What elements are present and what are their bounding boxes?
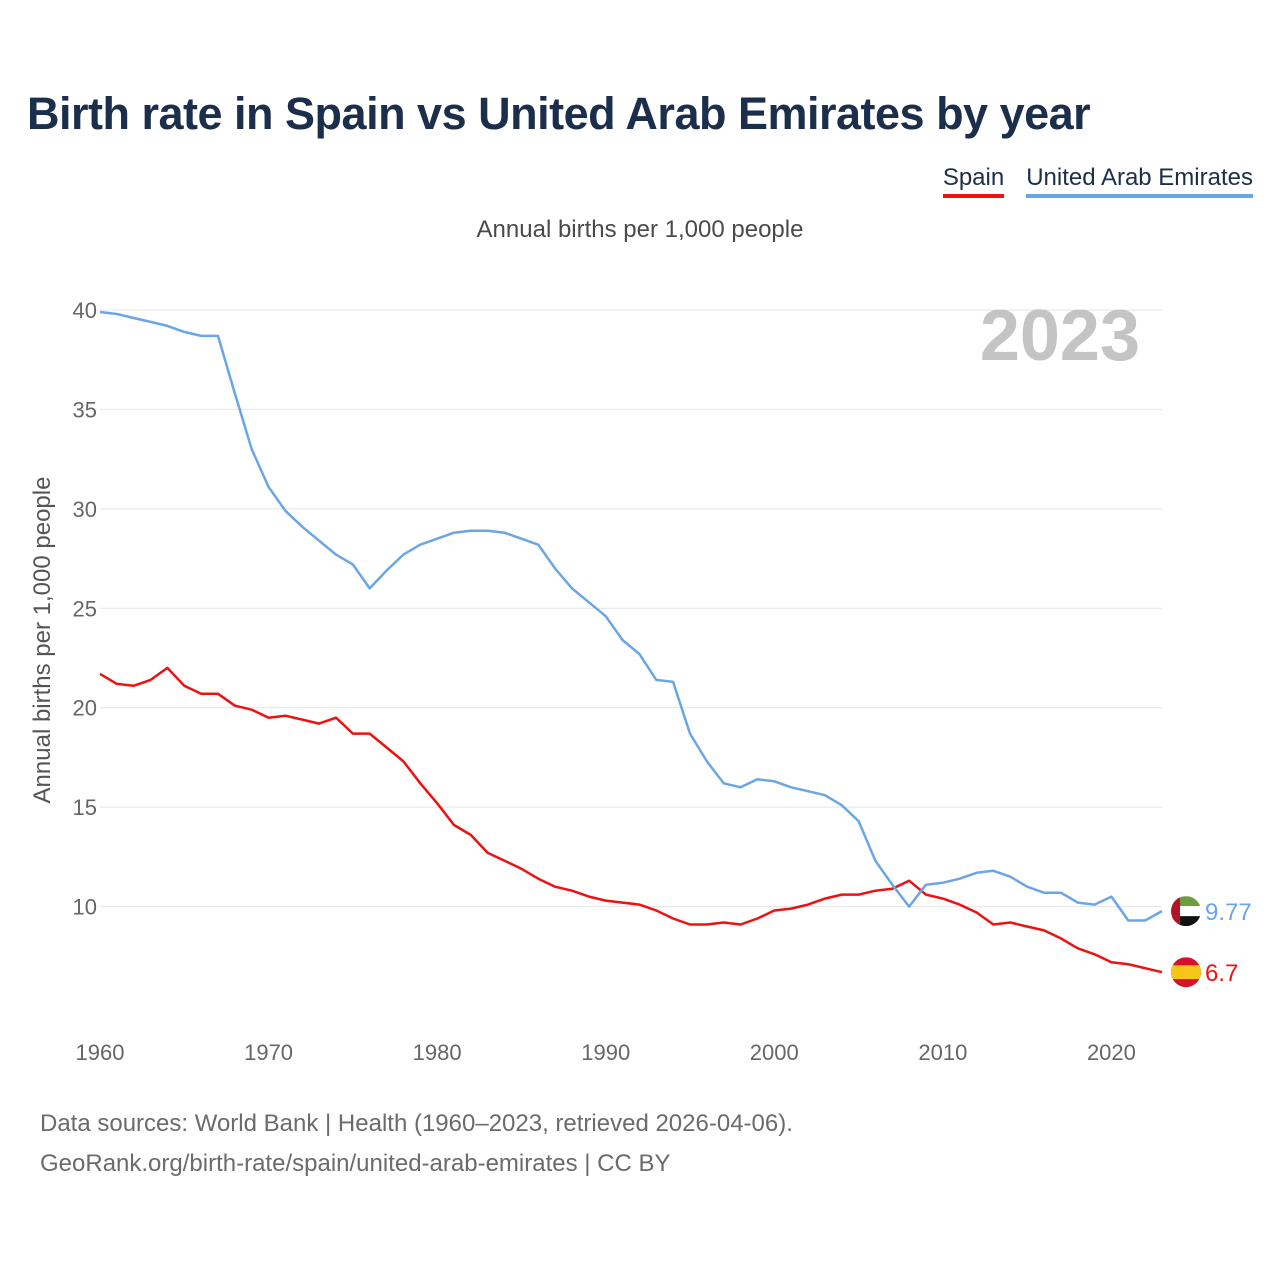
x-tick-label: 1960: [76, 1040, 125, 1065]
x-tick-label: 1990: [581, 1040, 630, 1065]
footer: Data sources: World Bank | Health (1960–…: [40, 1104, 793, 1184]
x-tick-label: 2010: [918, 1040, 967, 1065]
legend-item-uae[interactable]: United Arab Emirates: [1026, 164, 1253, 198]
source-link[interactable]: GeoRank.org/birth-rate/spain/united-arab…: [40, 1150, 671, 1177]
y-axis-label: Annual births per 1,000 people: [29, 477, 56, 804]
x-axis-ticks: 1960 1970 1980 1990 2000 2010 2020: [76, 1040, 1136, 1065]
data-source-text: Data sources: World Bank | Health (1960–…: [40, 1110, 793, 1137]
x-tick-label: 2020: [1087, 1040, 1136, 1065]
y-tick-label: 15: [73, 795, 97, 820]
series-lines: [99, 310, 1163, 974]
legend-item-spain[interactable]: Spain: [942, 164, 1005, 198]
uae-flag-icon: [1171, 896, 1201, 927]
series-line-uae[interactable]: [99, 310, 1163, 922]
y-tick-label: 25: [73, 596, 97, 621]
legend: Spain United Arab Emirates: [942, 164, 1253, 198]
x-tick-label: 1980: [413, 1040, 462, 1065]
spain-flag-icon: [1171, 957, 1201, 988]
end-markers: 6.7 9.77: [1171, 896, 1252, 988]
x-tick-label: 2000: [750, 1040, 799, 1065]
grid-lines: [100, 309, 1162, 908]
y-axis-ticks: 10 15 20 25 30 35 40: [73, 298, 97, 920]
y-tick-label: 10: [73, 895, 97, 920]
y-tick-label: 20: [73, 696, 97, 721]
end-value-label: 9.77: [1205, 899, 1252, 926]
x-tick-label: 1970: [244, 1040, 293, 1065]
year-badge: 2023: [980, 296, 1140, 376]
end-value-label: 6.7: [1205, 960, 1238, 987]
y-tick-label: 35: [73, 397, 97, 422]
y-tick-label: 40: [73, 298, 97, 323]
series-line-spain[interactable]: [99, 666, 1163, 974]
chart-title: Birth rate in Spain vs United Arab Emira…: [27, 88, 1091, 139]
y-tick-label: 30: [73, 497, 97, 522]
chart-subtitle: Annual births per 1,000 people: [476, 216, 804, 243]
